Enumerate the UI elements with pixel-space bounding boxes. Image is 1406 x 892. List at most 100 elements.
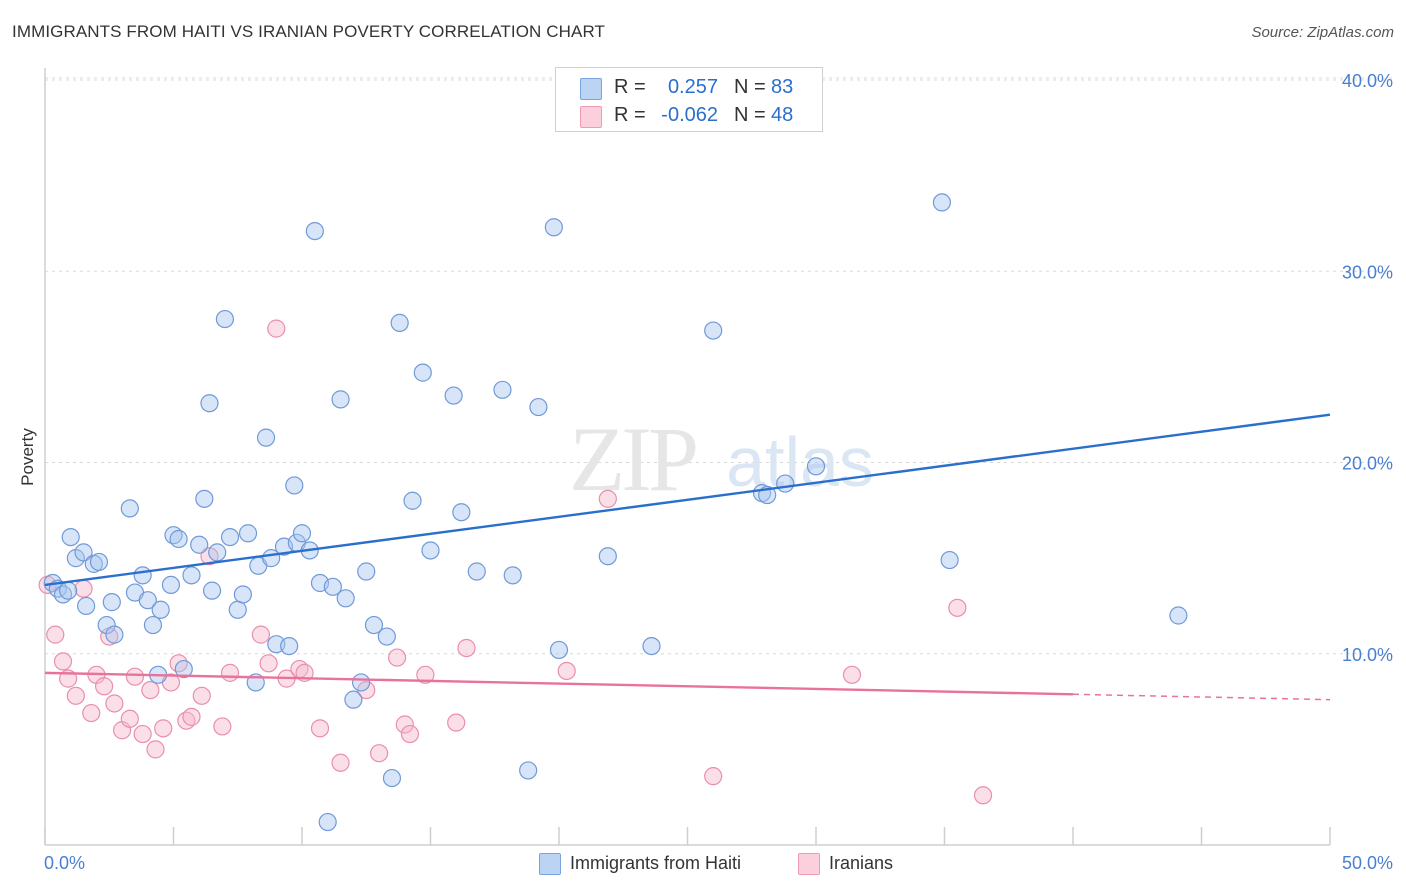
data-point-iranians [154, 719, 173, 738]
y-tick-label: 20.0% [1342, 454, 1393, 474]
data-point-haiti [806, 457, 826, 476]
data-point-haiti [529, 397, 548, 417]
data-point-haiti [292, 524, 312, 543]
legend-r-label: R = [614, 76, 646, 98]
data-point-iranians [182, 707, 201, 726]
data-point-iranians [133, 724, 152, 744]
data-point-haiti [228, 600, 247, 619]
data-point-iranians [310, 719, 330, 738]
data-point-haiti [280, 636, 299, 656]
legend-r-label: R = [614, 104, 646, 126]
data-point-haiti [256, 428, 276, 447]
data-point-iranians [82, 703, 101, 723]
data-point-iranians [395, 715, 414, 734]
data-point-iranians [146, 740, 165, 759]
data-point-haiti [77, 596, 96, 616]
series-legend: Immigrants from Haiti Iranians [0, 852, 1406, 878]
data-point-haiti [940, 550, 959, 570]
data-point-iranians [192, 686, 211, 705]
legend-swatch-haiti [539, 853, 561, 875]
data-point-haiti [233, 585, 252, 604]
data-point-haiti [323, 577, 342, 596]
y-tick-label: 30.0% [1342, 262, 1393, 282]
data-point-iranians [400, 724, 420, 744]
data-point-haiti [382, 768, 402, 788]
data-point-haiti [413, 363, 432, 382]
data-point-iranians [259, 654, 278, 673]
data-point-iranians [948, 598, 967, 617]
legend-n-label: N = [734, 76, 766, 98]
data-point-haiti [74, 543, 93, 562]
data-point-haiti [138, 591, 157, 610]
legend-row-haiti: R = 0.257 N = 83 [556, 74, 822, 102]
data-point-haiti [776, 474, 795, 493]
legend-label-haiti: Immigrants from Haiti [570, 853, 742, 873]
source-credit: Source: ZipAtlas.com [1251, 24, 1394, 41]
data-point-iranians [331, 753, 350, 772]
x-tick-label: 50.0% [1342, 853, 1393, 873]
data-point-haiti [200, 394, 219, 413]
data-point-haiti [344, 690, 363, 709]
data-point-haiti [59, 581, 78, 600]
data-point-iranians [213, 717, 232, 736]
y-axis-label: Poverty [18, 428, 37, 486]
data-point-iranians [220, 663, 240, 682]
data-point-iranians [447, 713, 466, 732]
data-point-haiti [105, 625, 124, 644]
data-point-haiti [133, 566, 152, 585]
legend-r-value: 0.257 [667, 76, 718, 98]
data-point-haiti [190, 535, 209, 554]
data-point-iranians [53, 652, 73, 671]
tick-labels: 10.0% 20.0% 30.0% 40.0% 0.0% 50.0% [44, 71, 1393, 873]
trend-line-iranians [44, 671, 1074, 696]
data-point-haiti [202, 581, 222, 600]
data-point-haiti [174, 659, 193, 679]
chart-title: IMMIGRANTS FROM HAITI VS IRANIAN POVERTY… [12, 22, 605, 41]
trend-lines [44, 413, 1331, 701]
data-point-haiti [519, 761, 538, 780]
data-point-iranians [46, 625, 65, 644]
data-point-haiti [120, 499, 139, 518]
data-point-haiti [208, 543, 227, 562]
data-point-haiti [932, 193, 952, 212]
data-point-iranians [557, 661, 576, 681]
trend-line-haiti [44, 413, 1331, 587]
data-point-haiti [318, 812, 337, 832]
legend-label-iranians: Iranians [829, 853, 894, 873]
axes [44, 68, 1331, 846]
gridlines [45, 77, 1395, 655]
data-point-iranians [120, 709, 139, 728]
data-point-haiti [285, 476, 304, 495]
data-point-haiti [169, 529, 188, 549]
series-haiti [43, 193, 1188, 832]
data-point-iranians [169, 654, 188, 673]
legend-n-value: 83 [771, 76, 794, 98]
data-point-haiti [444, 386, 463, 405]
data-point-haiti [704, 321, 723, 340]
legend-swatch-iranians [580, 106, 602, 128]
data-point-haiti [377, 627, 396, 646]
legend-row-iranians: R = -0.062 N = 48 [556, 102, 822, 130]
data-point-iranians [95, 677, 114, 696]
data-point-haiti [161, 575, 181, 595]
data-point-iranians [387, 648, 407, 667]
series-iranians [38, 319, 993, 805]
data-point-haiti [336, 589, 355, 608]
data-point-haiti [364, 615, 384, 635]
data-point-haiti [61, 527, 80, 547]
legend-swatch-iranians [798, 853, 820, 875]
data-point-haiti [352, 673, 371, 692]
data-point-haiti [89, 552, 109, 572]
data-point-haiti [220, 527, 240, 547]
data-point-iranians [267, 319, 286, 338]
data-point-iranians [74, 579, 93, 598]
data-point-iranians [704, 767, 723, 786]
legend-swatch-haiti [580, 78, 602, 100]
data-point-iranians [457, 638, 476, 658]
data-point-haiti [305, 221, 324, 241]
y-tick-label: 10.0% [1342, 645, 1393, 665]
data-point-haiti [182, 566, 201, 585]
data-point-iranians [141, 680, 160, 700]
data-point-haiti [403, 491, 422, 510]
data-point-haiti [598, 547, 617, 566]
